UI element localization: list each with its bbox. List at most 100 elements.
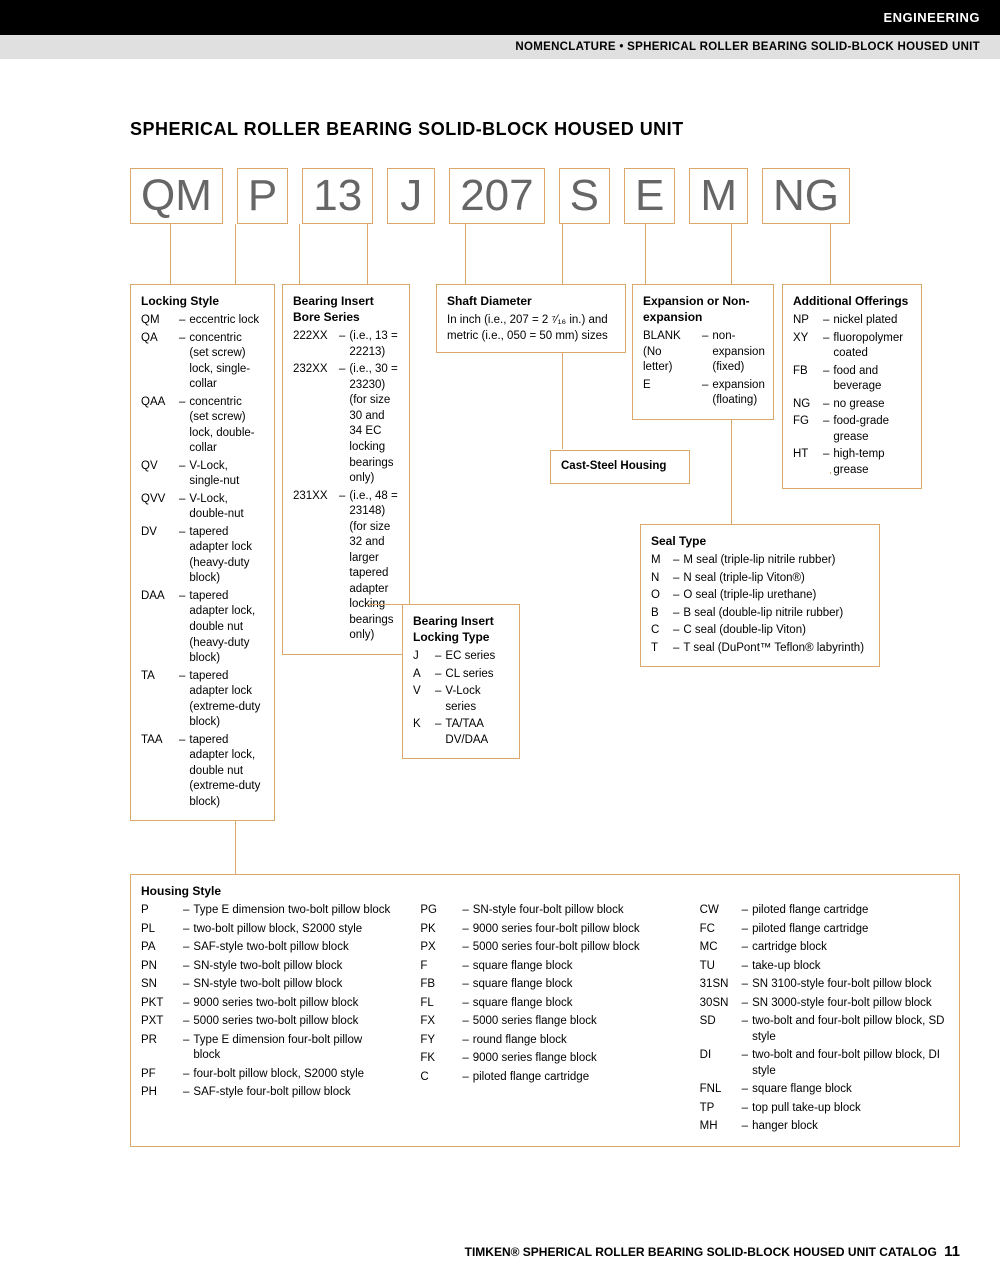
seal-type-title: Seal Type: [651, 533, 869, 549]
housing-row: TU–take-up block: [700, 959, 949, 975]
def-row: XY – fluoropolymer coated: [793, 331, 911, 362]
header-category: ENGINEERING: [883, 10, 980, 25]
header-black-bar: ENGINEERING: [0, 0, 1000, 35]
def-row: V – V-Lock series: [413, 684, 509, 715]
def-row: DV – tapered adapter lock (heavy-duty bl…: [141, 525, 264, 587]
housing-row: PH–SAF-style four-bolt pillow block: [141, 1085, 390, 1101]
def-row: NG – no grease: [793, 397, 911, 413]
housing-row: PA–SAF-style two-bolt pillow block: [141, 940, 390, 956]
code-p: P: [237, 168, 288, 224]
housing-row: FX–5000 series flange block: [420, 1014, 669, 1030]
footer-text: TIMKEN® SPHERICAL ROLLER BEARING SOLID-B…: [465, 1245, 937, 1259]
def-row: DAA – tapered adapter lock, double nut (…: [141, 589, 264, 667]
def-row: QM – eccentric lock: [141, 313, 264, 329]
cast-steel-box: Cast-Steel Housing: [550, 450, 690, 484]
housing-row: P–Type E dimension two-bolt pillow block: [141, 903, 390, 919]
housing-row: PX–5000 series four-bolt pillow block: [420, 940, 669, 956]
shaft-diameter-title: Shaft Diameter: [447, 293, 615, 309]
housing-row: FC–piloted flange cartridge: [700, 922, 949, 938]
housing-row: FY–round flange block: [420, 1033, 669, 1049]
code-e: E: [624, 168, 675, 224]
def-row: BLANK(Noletter)–non-expansion(fixed): [643, 329, 763, 376]
def-row: N – N seal (triple-lip Viton®): [651, 571, 869, 587]
housing-col-1: P–Type E dimension two-bolt pillow block…: [141, 903, 390, 1138]
def-row: TA – tapered adapter lock (extreme-duty …: [141, 669, 264, 731]
housing-row: FL–square flange block: [420, 996, 669, 1012]
def-row: TAA – tapered adapter lock, double nut (…: [141, 733, 264, 811]
housing-row: MH–hanger block: [700, 1119, 949, 1135]
cast-steel-text: Cast-Steel Housing: [561, 460, 666, 472]
bearing-insert-box: Bearing Insert Bore Series 222XX – (i.e.…: [282, 284, 410, 655]
housing-style-box: Housing Style P–Type E dimension two-bol…: [130, 874, 960, 1147]
housing-col-3: CW–piloted flange cartridge FC–piloted f…: [700, 903, 949, 1138]
header-sub: NOMENCLATURE • SPHERICAL ROLLER BEARING …: [515, 41, 980, 53]
connector: [830, 472, 831, 474]
housing-row: FK–9000 series flange block: [420, 1051, 669, 1067]
housing-row: 31SN–SN 3100-style four-bolt pillow bloc…: [700, 977, 949, 993]
housing-row: TP–top pull take-up block: [700, 1101, 949, 1117]
seal-type-box: Seal Type M – M seal (triple-lip nitrile…: [640, 524, 880, 667]
connector: [465, 224, 466, 284]
housing-row: CW–piloted flange cartridge: [700, 903, 949, 919]
housing-row: PL–two-bolt pillow block, S2000 style: [141, 922, 390, 938]
def-row: 231XX – (i.e., 48 = 23148) (for size 32 …: [293, 489, 399, 644]
connector: [367, 604, 402, 605]
code-13: 13: [302, 168, 373, 224]
housing-row: PR–Type E dimension four-bolt pillow blo…: [141, 1033, 390, 1064]
housing-row: F–square flange block: [420, 959, 669, 975]
shaft-diameter-text: In inch (i.e., 207 = 2 ⁷⁄₁₆ in.) and met…: [447, 313, 615, 344]
additional-title: Additional Offerings: [793, 293, 911, 309]
page-title: SPHERICAL ROLLER BEARING SOLID-BLOCK HOU…: [130, 119, 960, 140]
def-row: QA – concentric (set screw) lock, single…: [141, 331, 264, 393]
housing-row: FNL–square flange block: [700, 1082, 949, 1098]
def-row: NP – nickel plated: [793, 313, 911, 329]
connector: [299, 224, 300, 284]
footer-page: 11: [944, 1243, 960, 1260]
housing-row: PK–9000 series four-bolt pillow block: [420, 922, 669, 938]
def-row: J – EC series: [413, 649, 509, 665]
housing-row: SD–two-bolt and four-bolt pillow block, …: [700, 1014, 949, 1045]
def-row: T – T seal (DuPont™ Teflon® labyrinth): [651, 641, 869, 657]
housing-row: PF–four-bolt pillow block, S2000 style: [141, 1067, 390, 1083]
additional-box: Additional Offerings NP – nickel plated …: [782, 284, 922, 489]
def-row: QVV – V-Lock, double-nut: [141, 492, 264, 523]
def-row: QV – V-Lock, single-nut: [141, 459, 264, 490]
def-row: A – CL series: [413, 667, 509, 683]
housing-style-title: Housing Style: [141, 883, 949, 899]
def-row: M – M seal (triple-lip nitrile rubber): [651, 553, 869, 569]
def-row: FB – food and beverage: [793, 364, 911, 395]
housing-columns: P–Type E dimension two-bolt pillow block…: [141, 903, 949, 1138]
def-row: QAA – concentric (set screw) lock, doubl…: [141, 395, 264, 457]
code-207: 207: [449, 168, 544, 224]
expansion-title: Expansion or Non-expansion: [643, 293, 763, 325]
def-row: B – B seal (double-lip nitrile rubber): [651, 606, 869, 622]
housing-row: PG–SN-style four-bolt pillow block: [420, 903, 669, 919]
def-row: K – TA/TAA DV/DAA: [413, 717, 509, 748]
code-m: M: [689, 168, 748, 224]
diagram-area: Locking Style QM – eccentric lock QA – c…: [130, 240, 960, 900]
housing-row: DI–two-bolt and four-bolt pillow block, …: [700, 1048, 949, 1079]
housing-row: FB–square flange block: [420, 977, 669, 993]
locking-type-title: Bearing Insert Locking Type: [413, 613, 509, 645]
code-qm: QM: [130, 168, 223, 224]
expansion-box: Expansion or Non-expansion BLANK(Nolette…: [632, 284, 774, 420]
housing-row: SN–SN-style two-bolt pillow block: [141, 977, 390, 993]
locking-style-title: Locking Style: [141, 293, 264, 309]
housing-row: MC–cartridge block: [700, 940, 949, 956]
connector: [640, 524, 731, 525]
def-row: E–expansion(floating): [643, 378, 763, 409]
housing-row: 30SN–SN 3000-style four-bolt pillow bloc…: [700, 996, 949, 1012]
def-row: 232XX – (i.e., 30 = 23230) (for size 30 …: [293, 362, 399, 486]
def-row: C – C seal (double-lip Viton): [651, 623, 869, 639]
header-gray-bar: NOMENCLATURE • SPHERICAL ROLLER BEARING …: [0, 35, 1000, 59]
code-ng: NG: [762, 168, 850, 224]
bearing-insert-title: Bearing Insert Bore Series: [293, 293, 399, 325]
connector: [170, 224, 171, 284]
locking-style-box: Locking Style QM – eccentric lock QA – c…: [130, 284, 275, 821]
def-row: O – O seal (triple-lip urethane): [651, 588, 869, 604]
connector: [645, 224, 646, 284]
def-row: 222XX – (i.e., 13 = 22213): [293, 329, 399, 360]
housing-row: C–piloted flange cartridge: [420, 1070, 669, 1086]
housing-row: PN–SN-style two-bolt pillow block: [141, 959, 390, 975]
shaft-diameter-box: Shaft Diameter In inch (i.e., 207 = 2 ⁷⁄…: [436, 284, 626, 353]
